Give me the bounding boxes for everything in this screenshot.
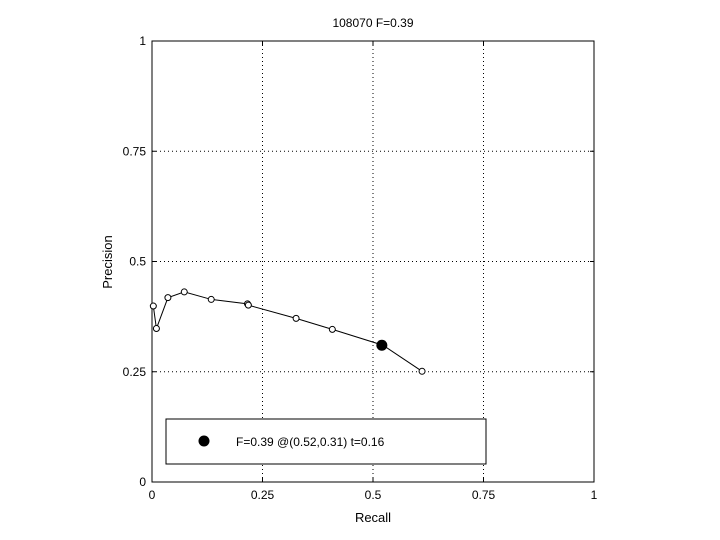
data-point: [418, 367, 426, 375]
data-point: [180, 288, 188, 296]
data-point: [149, 302, 157, 310]
x-tick-label: 1: [591, 488, 598, 502]
series-group: [149, 288, 426, 375]
y-tick-label: 0: [139, 475, 146, 489]
y-tick-label: 1: [139, 34, 146, 48]
y-axis-label: Precision: [100, 235, 115, 288]
data-point: [164, 294, 172, 302]
x-tick-label: 0: [149, 488, 156, 502]
grid-lines: [152, 41, 594, 482]
x-tick-label: 0.5: [365, 488, 382, 502]
data-point: [244, 301, 252, 309]
data-point: [328, 325, 336, 333]
y-tick-label: 0.75: [123, 144, 147, 158]
legend-box: F=0.39 @(0.52,0.31) t=0.16: [165, 418, 487, 465]
x-axis-label: Recall: [355, 510, 391, 525]
y-tick-label: 0.5: [129, 255, 146, 269]
y-tick-label: 0.25: [123, 365, 147, 379]
chart-title: 108070 F=0.39: [332, 16, 413, 30]
data-point: [292, 314, 300, 322]
data-point: [207, 295, 215, 303]
series-line: [152, 291, 423, 372]
axis-ticks: 0 0.25 0.5 0.75 1 0 0.25 0.5 0.75 1: [123, 34, 598, 502]
best-f-point: [376, 339, 388, 351]
x-tick-label: 0.25: [251, 488, 275, 502]
legend-frame: [165, 418, 487, 465]
x-tick-label: 0.75: [472, 488, 496, 502]
legend-marker: [198, 435, 210, 447]
legend-label: F=0.39 @(0.52,0.31) t=0.16: [236, 435, 385, 449]
data-point: [152, 325, 160, 333]
